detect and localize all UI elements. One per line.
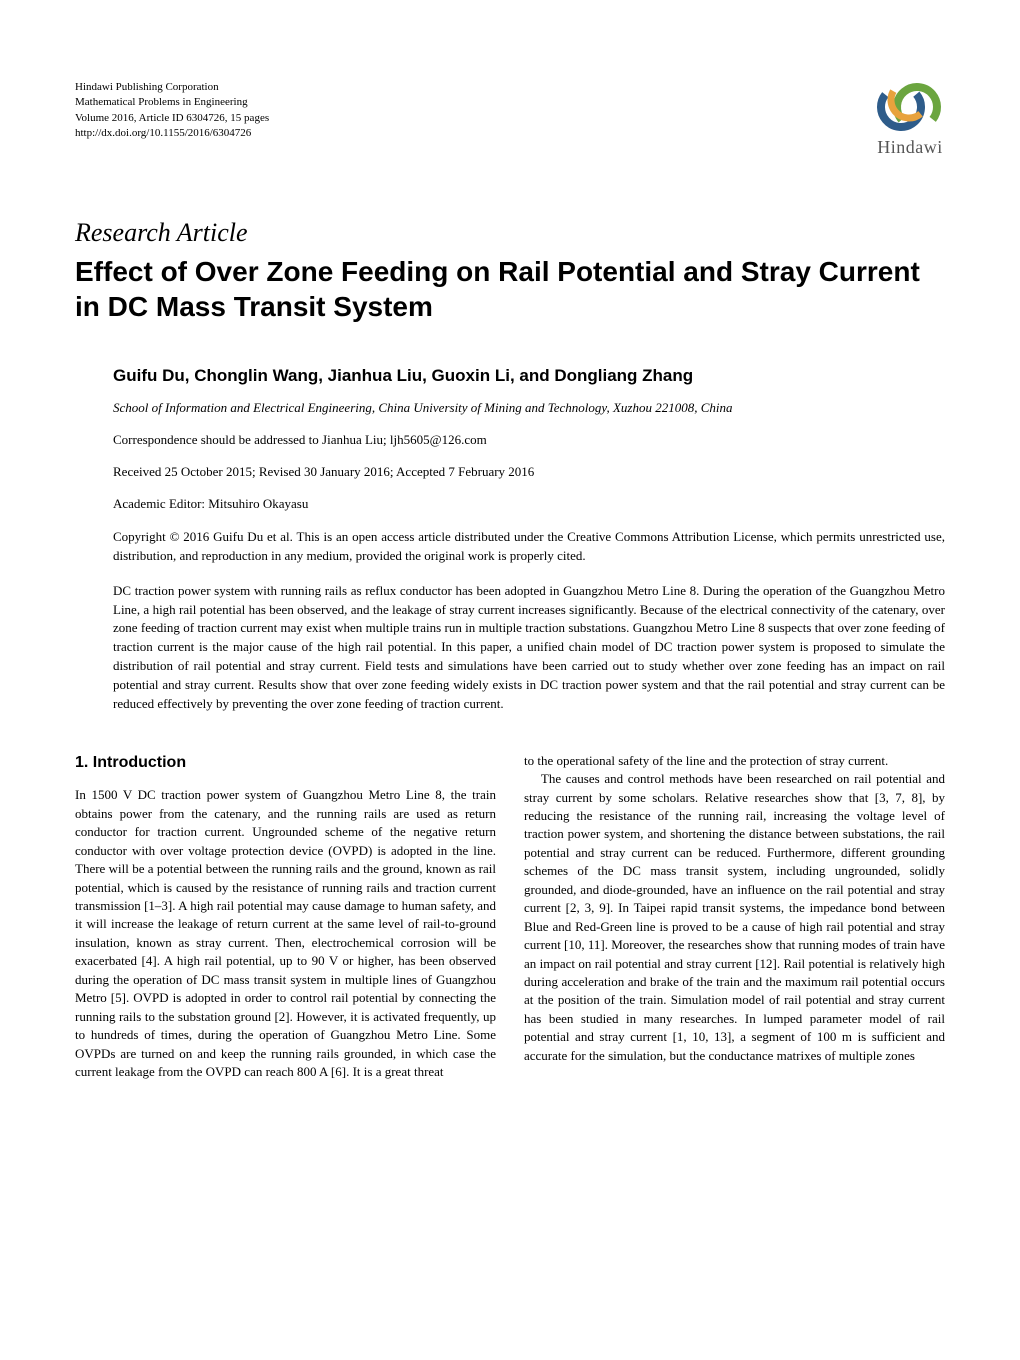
affiliation: School of Information and Electrical Eng… [75, 400, 945, 416]
right-column: to the operational safety of the line an… [524, 752, 945, 1082]
volume-info: Volume 2016, Article ID 6304726, 15 page… [75, 111, 269, 126]
dates: Received 25 October 2015; Revised 30 Jan… [75, 464, 945, 480]
doi-link: http://dx.doi.org/10.1155/2016/6304726 [75, 126, 269, 141]
academic-editor: Academic Editor: Mitsuhiro Okayasu [75, 496, 945, 512]
hindawi-logo-icon [875, 80, 945, 135]
intro-paragraph-2: The causes and control methods have been… [524, 770, 945, 1065]
article-type: Research Article [75, 218, 945, 248]
journal-name: Mathematical Problems in Engineering [75, 95, 269, 110]
left-column: 1. Introduction In 1500 V DC traction po… [75, 752, 496, 1082]
publisher-logo: Hindawi [875, 80, 945, 158]
two-column-body: 1. Introduction In 1500 V DC traction po… [75, 752, 945, 1082]
publisher-name: Hindawi Publishing Corporation [75, 80, 269, 95]
abstract-text: DC traction power system with running ra… [75, 582, 945, 714]
copyright-text: Copyright © 2016 Guifu Du et al. This is… [75, 528, 945, 566]
intro-paragraph-1-cont: to the operational safety of the line an… [524, 752, 945, 770]
authors: Guifu Du, Chonglin Wang, Jianhua Liu, Gu… [75, 366, 945, 386]
header-row: Hindawi Publishing Corporation Mathemati… [75, 80, 945, 158]
correspondence: Correspondence should be addressed to Ji… [75, 432, 945, 448]
publication-info: Hindawi Publishing Corporation Mathemati… [75, 80, 269, 142]
hindawi-logo-text: Hindawi [877, 137, 943, 158]
section-heading-introduction: 1. Introduction [75, 752, 496, 775]
article-title: Effect of Over Zone Feeding on Rail Pote… [75, 254, 945, 324]
intro-paragraph-1: In 1500 V DC traction power system of Gu… [75, 786, 496, 1081]
